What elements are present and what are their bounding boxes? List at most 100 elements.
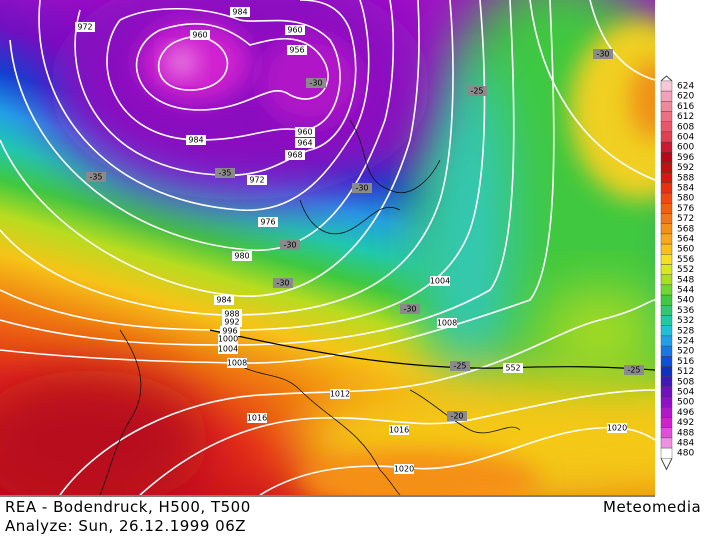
colorbar-label: 512 — [677, 367, 694, 377]
colorbar-label: 508 — [677, 377, 694, 387]
colorbar-swatch — [660, 162, 673, 173]
colorbar-arrow — [660, 75, 673, 82]
map: 972 984 960 960 956 984 960 964 968 972 976 980 984 9… — [0, 0, 695, 497]
isobar-label: 960 — [192, 31, 207, 40]
isobar-label: 976 — [260, 218, 275, 227]
isobar-label: 1000 — [218, 335, 238, 344]
colorbar-label: 556 — [677, 255, 694, 265]
temperature-label-bg — [467, 86, 487, 96]
isobar-label-bg — [394, 464, 414, 474]
colorbar-swatch — [660, 417, 673, 428]
colorbar-swatch — [660, 437, 673, 449]
isobar-label: 972 — [77, 23, 92, 32]
isobar-label-bg — [503, 363, 523, 373]
colorbar-label: 624 — [677, 82, 694, 92]
isobar-label-bg — [247, 413, 267, 423]
colorbar-label: 492 — [677, 418, 694, 428]
isobar-label-bg — [222, 309, 242, 319]
colorbar-swatch — [660, 294, 673, 306]
isobar-label-bg — [607, 423, 627, 433]
isobar-label: 996 — [222, 327, 237, 336]
isobar-label-bg — [389, 425, 409, 435]
colorbar-swatch — [660, 427, 673, 439]
colorbar-swatch — [660, 233, 673, 245]
colorbar-label: 552 — [677, 265, 694, 275]
isobar-label-bg — [186, 135, 206, 145]
isobar-label-bg — [218, 334, 238, 344]
colorbar-swatch — [660, 264, 673, 275]
isobar-label: 988 — [224, 310, 239, 319]
isobar-label: 980 — [234, 252, 249, 261]
temperature-label-bg — [593, 49, 613, 59]
colorbar-label: 572 — [677, 214, 694, 224]
colorbar-swatch — [660, 172, 673, 184]
colorbar-label: 604 — [677, 133, 694, 143]
isobar-label-bg — [430, 276, 450, 286]
colorbar-swatch — [660, 243, 673, 255]
colorbar-swatch — [660, 223, 673, 235]
colorbar-label: 544 — [677, 286, 694, 296]
temperature-label: -30 — [355, 184, 368, 193]
colorbar-label: 616 — [677, 102, 694, 112]
isobar-label-bg — [214, 295, 234, 305]
colorbar-swatch — [660, 335, 673, 347]
colorbar-arrow — [660, 458, 673, 471]
colorbar-swatch — [660, 152, 673, 163]
temperature-label-bg — [306, 78, 326, 88]
isobar-label: 1016 — [247, 414, 267, 423]
colorbar-label: 560 — [677, 245, 694, 255]
temperature-label: -35 — [218, 169, 231, 178]
isobar-label-bg — [295, 127, 315, 137]
colorbar-swatch — [660, 356, 673, 367]
isobar-label-bg — [330, 389, 350, 399]
temperature-label: -30 — [309, 79, 322, 88]
colorbar-label: 516 — [677, 357, 694, 367]
temperature-label: -30 — [403, 305, 416, 314]
colorbar-label: 584 — [677, 184, 694, 194]
colorbar-label: 536 — [677, 306, 694, 316]
colorbar-label: 528 — [677, 326, 694, 336]
isobar-label: 964 — [297, 139, 312, 148]
colorbar-label: 484 — [677, 439, 694, 449]
temperature-label-bg — [352, 183, 372, 193]
temperature-label: -35 — [89, 173, 102, 182]
colorbar-label: 596 — [677, 153, 694, 163]
isobar-label: 1020 — [607, 424, 627, 433]
temperature-label-bg — [215, 168, 235, 178]
isobar-label-bg — [258, 217, 278, 227]
temperature-label-bg — [400, 304, 420, 314]
colorbar-swatch — [660, 315, 673, 326]
colorbar-swatch — [660, 80, 673, 92]
temperature-label: -30 — [276, 279, 289, 288]
isobar-label-bg — [222, 317, 242, 327]
temperature-label-bg — [450, 361, 470, 371]
colorbar-label: 564 — [677, 235, 694, 245]
colorbar: 6246206166126086046005965925885845805765… — [660, 75, 694, 471]
colorbar-label: 568 — [677, 224, 694, 234]
isobar-label-bg — [227, 358, 247, 368]
colorbar-label: 532 — [677, 316, 694, 326]
temperature-label-bg — [273, 278, 293, 288]
isobar-label-bg — [190, 30, 210, 40]
brand: Meteomedia — [603, 498, 702, 516]
isobar-label: 1008 — [227, 359, 247, 368]
colorbar-label: 548 — [677, 275, 694, 285]
isobar-label-bg — [218, 344, 238, 354]
colorbar-label: 580 — [677, 194, 694, 204]
isobar-label-bg — [220, 326, 240, 336]
colorbar-label: 524 — [677, 337, 694, 347]
colorbar-label: 576 — [677, 204, 694, 214]
temperature-label: -20 — [450, 412, 463, 421]
isobar-label: 1008 — [437, 319, 457, 328]
isobar-label: 992 — [224, 318, 239, 327]
temperature-label: -30 — [283, 241, 296, 250]
colorbar-label: 540 — [677, 296, 694, 306]
isobar-label-bg — [232, 251, 252, 261]
colorbar-swatch — [660, 111, 673, 122]
caption-date: Analyze: Sun, 26.12.1999 06Z — [5, 517, 247, 535]
colorbar-label: 608 — [677, 122, 694, 132]
colorbar-label: 496 — [677, 408, 694, 418]
temperature-label-bg — [447, 411, 467, 421]
colorbar-swatch — [660, 325, 673, 337]
